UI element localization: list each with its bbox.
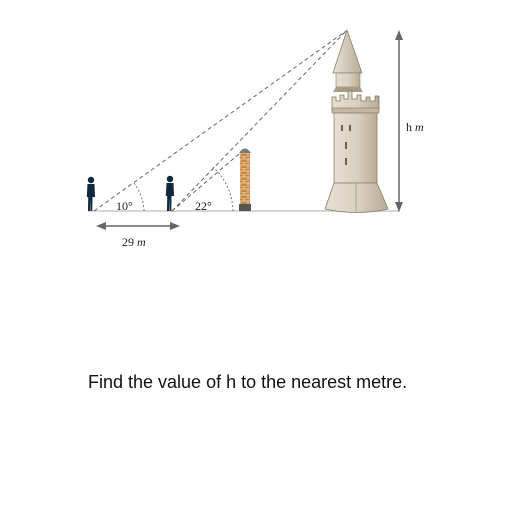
height-variable: h bbox=[406, 120, 412, 134]
person-near-icon bbox=[165, 175, 174, 211]
distance-value: 29 bbox=[122, 235, 134, 249]
angle-label-near: 22° bbox=[195, 199, 212, 213]
angle-arc-near bbox=[212, 166, 234, 212]
person-far-icon bbox=[86, 176, 95, 211]
sight-line-near bbox=[171, 30, 347, 212]
sight-line-far bbox=[93, 30, 347, 212]
distance-label: 29 m bbox=[122, 235, 146, 249]
height-unit: m bbox=[415, 120, 424, 134]
distance-arrow bbox=[96, 222, 180, 230]
height-label: h m bbox=[406, 120, 424, 134]
tower-illustration bbox=[324, 28, 389, 213]
trig-diagram: 10° 22° 29 m h m bbox=[86, 28, 424, 249]
sight-line-pillar bbox=[171, 147, 247, 212]
angle-arc-far bbox=[133, 182, 145, 212]
question-text: Find the value of h to the nearest metre… bbox=[88, 372, 408, 392]
distance-unit: m bbox=[137, 235, 146, 249]
angle-label-far: 10° bbox=[116, 199, 133, 213]
brick-pillar bbox=[239, 148, 251, 211]
height-arrow bbox=[395, 30, 403, 212]
